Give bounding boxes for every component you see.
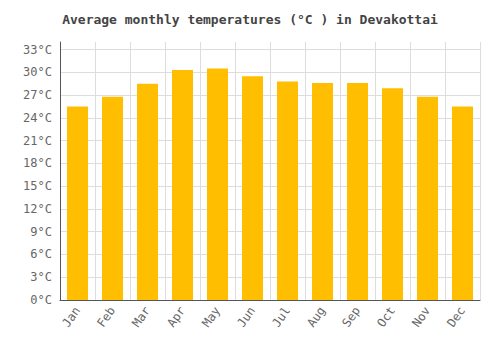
- svg-text:Mar: Mar: [129, 304, 153, 330]
- svg-text:Aug: Aug: [304, 304, 328, 330]
- svg-text:Sep: Sep: [339, 304, 363, 330]
- svg-text:Average monthly temperatures (: Average monthly temperatures (°C ) in De…: [62, 12, 438, 27]
- svg-text:3°C: 3°C: [30, 270, 52, 284]
- svg-text:15°C: 15°C: [23, 179, 52, 193]
- svg-text:18°C: 18°C: [23, 156, 52, 170]
- svg-text:24°C: 24°C: [23, 111, 52, 125]
- svg-text:9°C: 9°C: [30, 225, 52, 239]
- svg-text:Nov: Nov: [409, 304, 433, 330]
- svg-text:Oct: Oct: [374, 304, 398, 330]
- svg-text:Jun: Jun: [234, 304, 258, 330]
- svg-text:Apr: Apr: [164, 304, 188, 330]
- svg-text:Feb: Feb: [94, 304, 118, 330]
- svg-text:Dec: Dec: [444, 304, 468, 330]
- svg-text:Jan: Jan: [59, 304, 83, 330]
- svg-text:33°C: 33°C: [23, 43, 52, 57]
- svg-text:Jul: Jul: [269, 304, 293, 330]
- svg-text:21°C: 21°C: [23, 134, 52, 148]
- svg-text:6°C: 6°C: [30, 247, 52, 261]
- svg-text:30°C: 30°C: [23, 65, 52, 79]
- svg-text:27°C: 27°C: [23, 88, 52, 102]
- svg-text:12°C: 12°C: [23, 202, 52, 216]
- svg-text:0°C: 0°C: [30, 293, 52, 307]
- svg-text:May: May: [199, 304, 223, 330]
